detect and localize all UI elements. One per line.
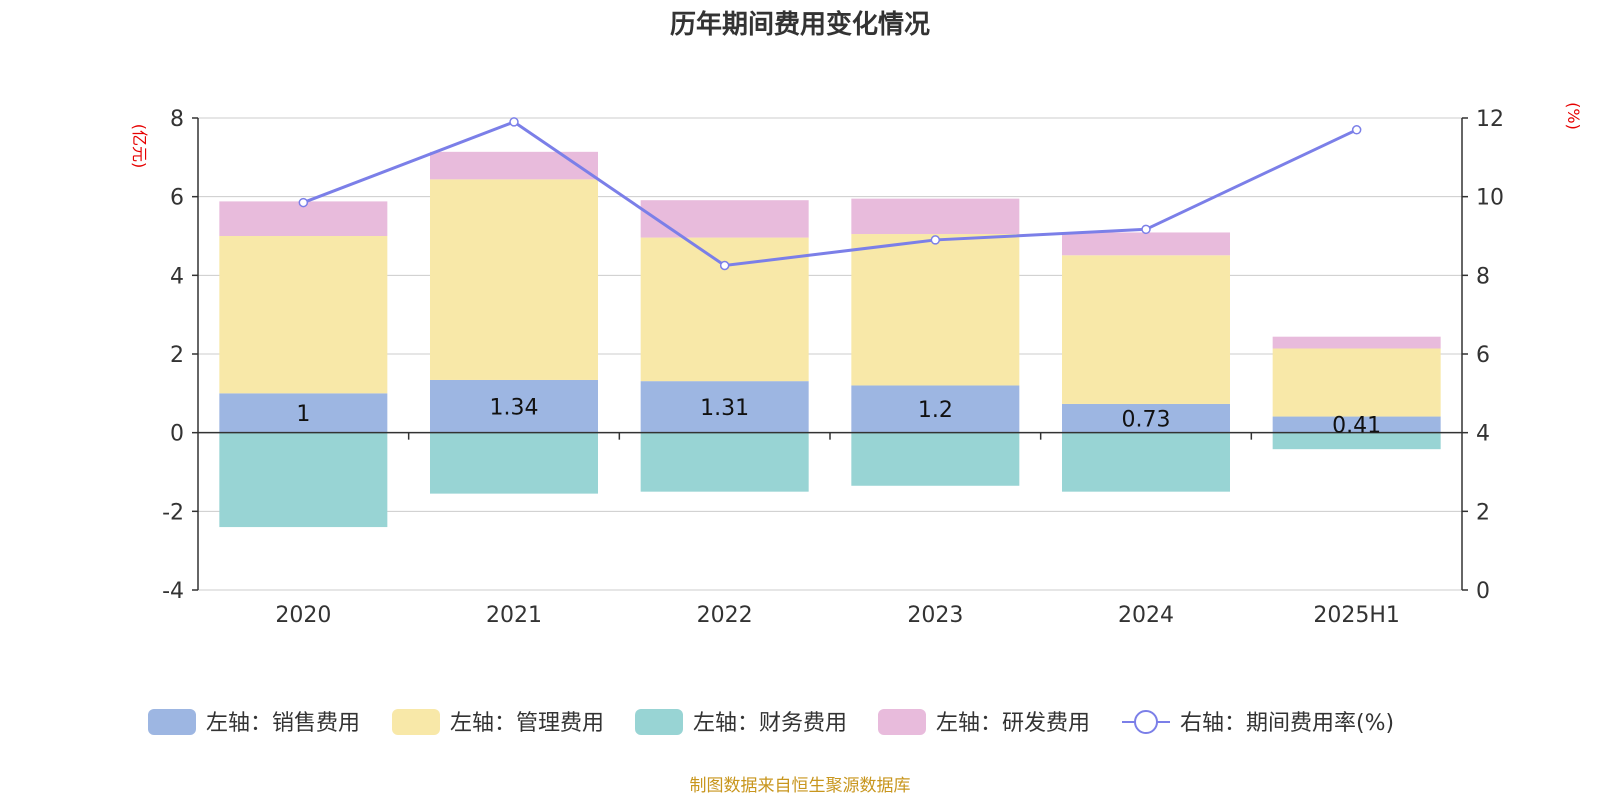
legend-swatch	[635, 709, 683, 735]
right-tick-label: 12	[1476, 107, 1504, 132]
legend-swatch-marker	[1134, 710, 1158, 734]
bar-1-2023	[851, 385, 1020, 433]
left-tick-label: 2	[170, 343, 184, 368]
legend-label: 左轴：管理费用	[450, 711, 604, 736]
bar-2-2020	[219, 236, 388, 394]
legend: 左轴：销售费用 左轴：管理费用 左轴：财务费用 左轴：研发费用 右轴：期间费用率(%)	[148, 709, 1394, 736]
right-tick-label: 6	[1476, 343, 1490, 368]
legend-label: 左轴：销售费用	[206, 711, 360, 736]
bar-1-2020	[219, 393, 388, 433]
x-tick-label: 2022	[697, 603, 753, 628]
bar-4-2024	[1062, 232, 1230, 256]
left-axis-unit: (亿元)	[130, 124, 149, 169]
left-tick-label: -2	[162, 500, 184, 525]
data-label: 0.73	[1122, 407, 1171, 432]
bar-1-2025H1	[1272, 416, 1441, 433]
rate-point-2021	[509, 117, 519, 127]
x-tick-label: 2023	[907, 603, 963, 628]
right-tick-label: 4	[1476, 422, 1490, 447]
bar-2-2021	[430, 179, 598, 380]
bar-4-2023	[851, 198, 1020, 235]
data-label: 1.31	[700, 396, 749, 421]
left-tick-label: -4	[162, 579, 184, 604]
bar-1-2022	[640, 381, 809, 433]
data-labels: 1 1.34 1.31 1.2 0.73 0.41	[296, 395, 1381, 438]
x-tick-label: 2025H1	[1313, 603, 1400, 628]
x-tick-label: 2020	[275, 603, 331, 628]
legend-label: 左轴：研发费用	[936, 711, 1090, 736]
grid-lines	[198, 117, 1462, 591]
bar-series	[219, 151, 1441, 528]
left-tick-label: 6	[170, 186, 184, 211]
bar-3-2025H1	[1272, 432, 1441, 450]
right-tick-label: 2	[1476, 500, 1490, 525]
chart-title: 历年期间费用变化情况	[670, 9, 930, 40]
bar-3-2024	[1062, 432, 1230, 492]
left-tick-label: 0	[170, 422, 184, 447]
data-source: 制图数据来自恒生聚源数据库	[690, 776, 911, 796]
bar-2-2024	[1062, 255, 1230, 404]
bar-4-2025H1	[1272, 336, 1441, 349]
rate-line	[302, 120, 1358, 268]
bar-2-2025H1	[1272, 348, 1441, 417]
bar-4-2021	[430, 151, 598, 180]
legend-label: 左轴：财务费用	[693, 711, 847, 736]
right-axis-unit: (%)	[1564, 102, 1583, 130]
bar-2-2023	[851, 234, 1020, 386]
x-tick-label: 2021	[486, 603, 542, 628]
right-tick-label: 8	[1476, 264, 1490, 289]
bar-3-2023	[851, 432, 1020, 486]
data-label: 1.34	[490, 395, 539, 420]
bar-3-2022	[640, 432, 809, 492]
bar-1-2024	[1062, 403, 1230, 433]
line-series	[298, 117, 1362, 271]
bar-3-2020	[219, 432, 388, 528]
rate-point-2024	[1141, 224, 1151, 235]
right-tick-label: 10	[1476, 186, 1504, 211]
bar-1-2021	[430, 379, 598, 433]
left-tick-label: 8	[170, 107, 184, 132]
data-label: 0.41	[1332, 414, 1381, 439]
legend-label: 右轴：期间费用率(%)	[1180, 711, 1394, 736]
legend-swatch	[878, 709, 926, 735]
legend-swatch	[148, 709, 196, 735]
rate-point-2023	[930, 235, 941, 245]
left-tick-label: 4	[170, 264, 184, 289]
data-label: 1.2	[918, 398, 953, 423]
rate-point-2025H1	[1351, 125, 1362, 135]
bar-4-2022	[640, 200, 809, 238]
legend-swatch	[392, 709, 440, 735]
data-label: 1	[296, 402, 310, 427]
right-tick-label: 0	[1476, 579, 1490, 604]
rate-point-2020	[298, 197, 309, 208]
rate-point-2022	[719, 260, 730, 271]
bar-3-2021	[430, 432, 598, 494]
x-tick-label: 2024	[1118, 603, 1174, 628]
